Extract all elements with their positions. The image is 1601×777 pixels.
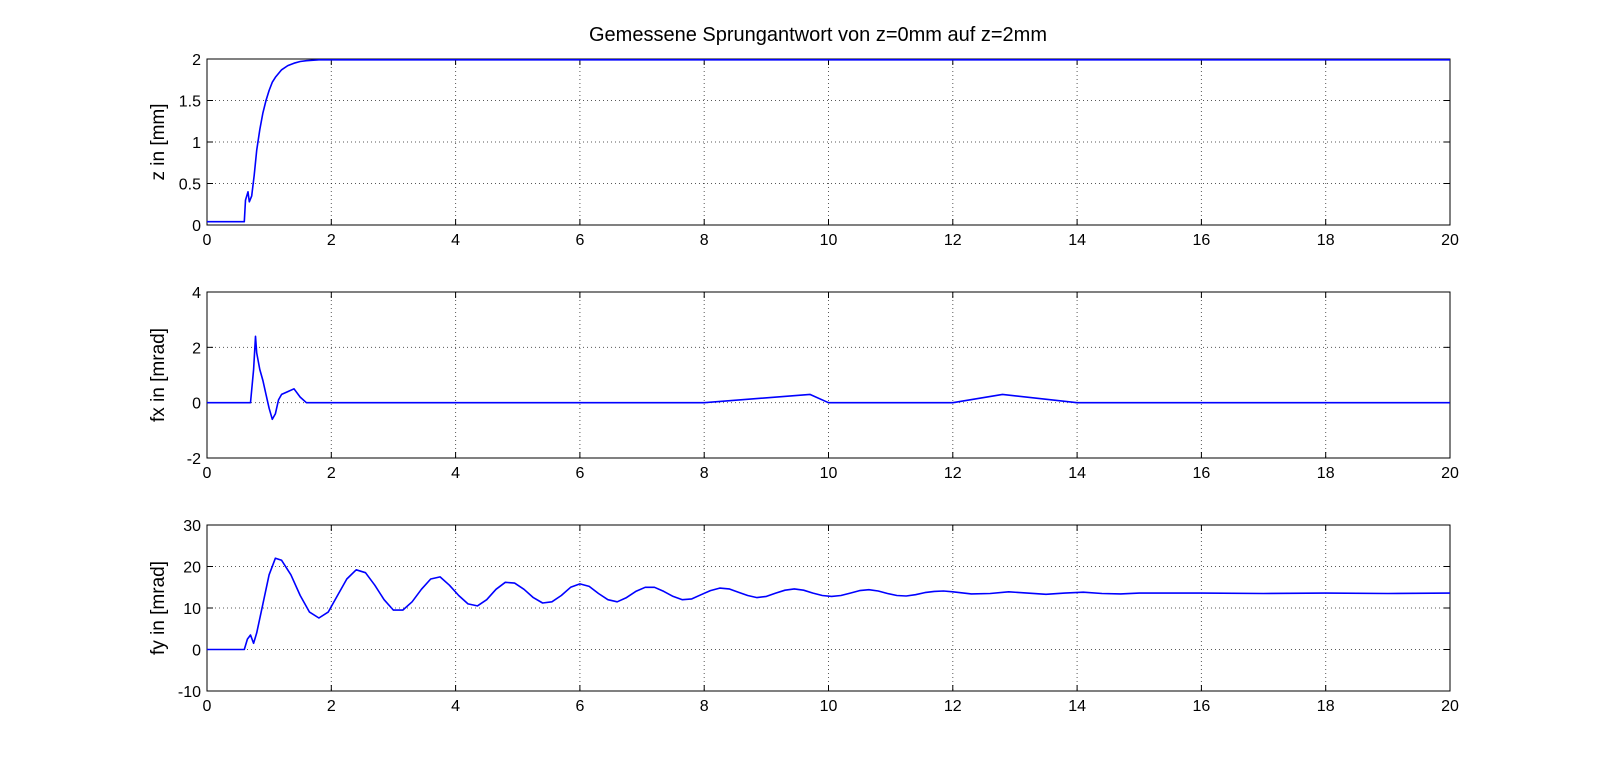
x-tick-label: 10: [820, 698, 838, 715]
x-tick-label: 14: [1068, 698, 1086, 715]
y-tick-label: 10: [183, 601, 201, 618]
x-tick-label: 6: [575, 232, 584, 249]
series-line-fx: [207, 335, 1450, 421]
x-tick-label: 14: [1068, 232, 1086, 249]
y-tick-label: 0.5: [179, 177, 201, 194]
y-axis-label-z: z in [mm]: [148, 103, 169, 180]
ticks-z: 0 2 4 6 8 10 12 14 16 18 20 0 0.5 1 1.5 2: [179, 52, 1459, 249]
x-tick-label: 8: [700, 465, 709, 482]
y-tick-label: 0: [192, 643, 201, 660]
x-tick-label: 0: [203, 698, 212, 715]
x-tick-label: 12: [944, 698, 962, 715]
series-line-z: [207, 58, 1450, 223]
x-tick-label: 16: [1193, 465, 1211, 482]
x-tick-label: 4: [451, 465, 460, 482]
y-tick-label: 2: [192, 340, 201, 357]
y-tick-label: -10: [178, 684, 201, 701]
x-tick-label: 2: [327, 698, 336, 715]
x-tick-label: 0: [203, 232, 212, 249]
x-tick-label: 18: [1317, 232, 1335, 249]
x-tick-label: 20: [1441, 698, 1459, 715]
y-tick-label: 0: [192, 396, 201, 413]
x-tick-label: 10: [820, 232, 838, 249]
x-tick-label: 20: [1441, 232, 1459, 249]
series-line-fy: [207, 557, 1451, 651]
y-tick-label: 4: [192, 285, 201, 302]
plot-area-fy: [206, 524, 1451, 692]
x-tick-label: 6: [575, 465, 584, 482]
x-tick-label: 2: [327, 465, 336, 482]
y-tick-label: 30: [183, 518, 201, 535]
figure-title: Gemessene Sprungantwort von z=0mm auf z=…: [589, 24, 1047, 46]
x-tick-label: 4: [451, 232, 460, 249]
y-axis-label-fx: fx in [mrad]: [148, 328, 169, 422]
plot-area-fx: [206, 291, 1451, 459]
x-tick-label: 16: [1193, 698, 1211, 715]
x-tick-label: 20: [1441, 465, 1459, 482]
x-tick-label: 18: [1317, 465, 1335, 482]
x-tick-label: 12: [944, 232, 962, 249]
x-tick-label: 8: [700, 232, 709, 249]
plot-area-z: [206, 58, 1451, 226]
y-tick-label: 20: [183, 560, 201, 577]
x-tick-label: 14: [1068, 465, 1086, 482]
x-tick-label: 18: [1317, 698, 1335, 715]
x-tick-label: 12: [944, 465, 962, 482]
y-tick-label: 1.5: [179, 94, 201, 111]
x-tick-label: 4: [451, 698, 460, 715]
y-axis-label-fy: fy in [mrad]: [148, 561, 169, 655]
y-tick-label: 1: [192, 135, 201, 152]
x-tick-label: 16: [1193, 232, 1211, 249]
subplot-z: 0 2 4 6 8 10 12 14 16 18 20 0 0.5 1 1.5 2 z in [mm]: [148, 52, 1459, 249]
x-tick-label: 0: [203, 465, 212, 482]
y-tick-label: -2: [187, 451, 201, 468]
x-tick-label: 6: [575, 698, 584, 715]
x-tick-label: 8: [700, 698, 709, 715]
x-tick-label: 2: [327, 232, 336, 249]
x-tick-label: 10: [820, 465, 838, 482]
y-tick-label: 2: [192, 52, 201, 69]
y-tick-label: 0: [192, 218, 201, 235]
